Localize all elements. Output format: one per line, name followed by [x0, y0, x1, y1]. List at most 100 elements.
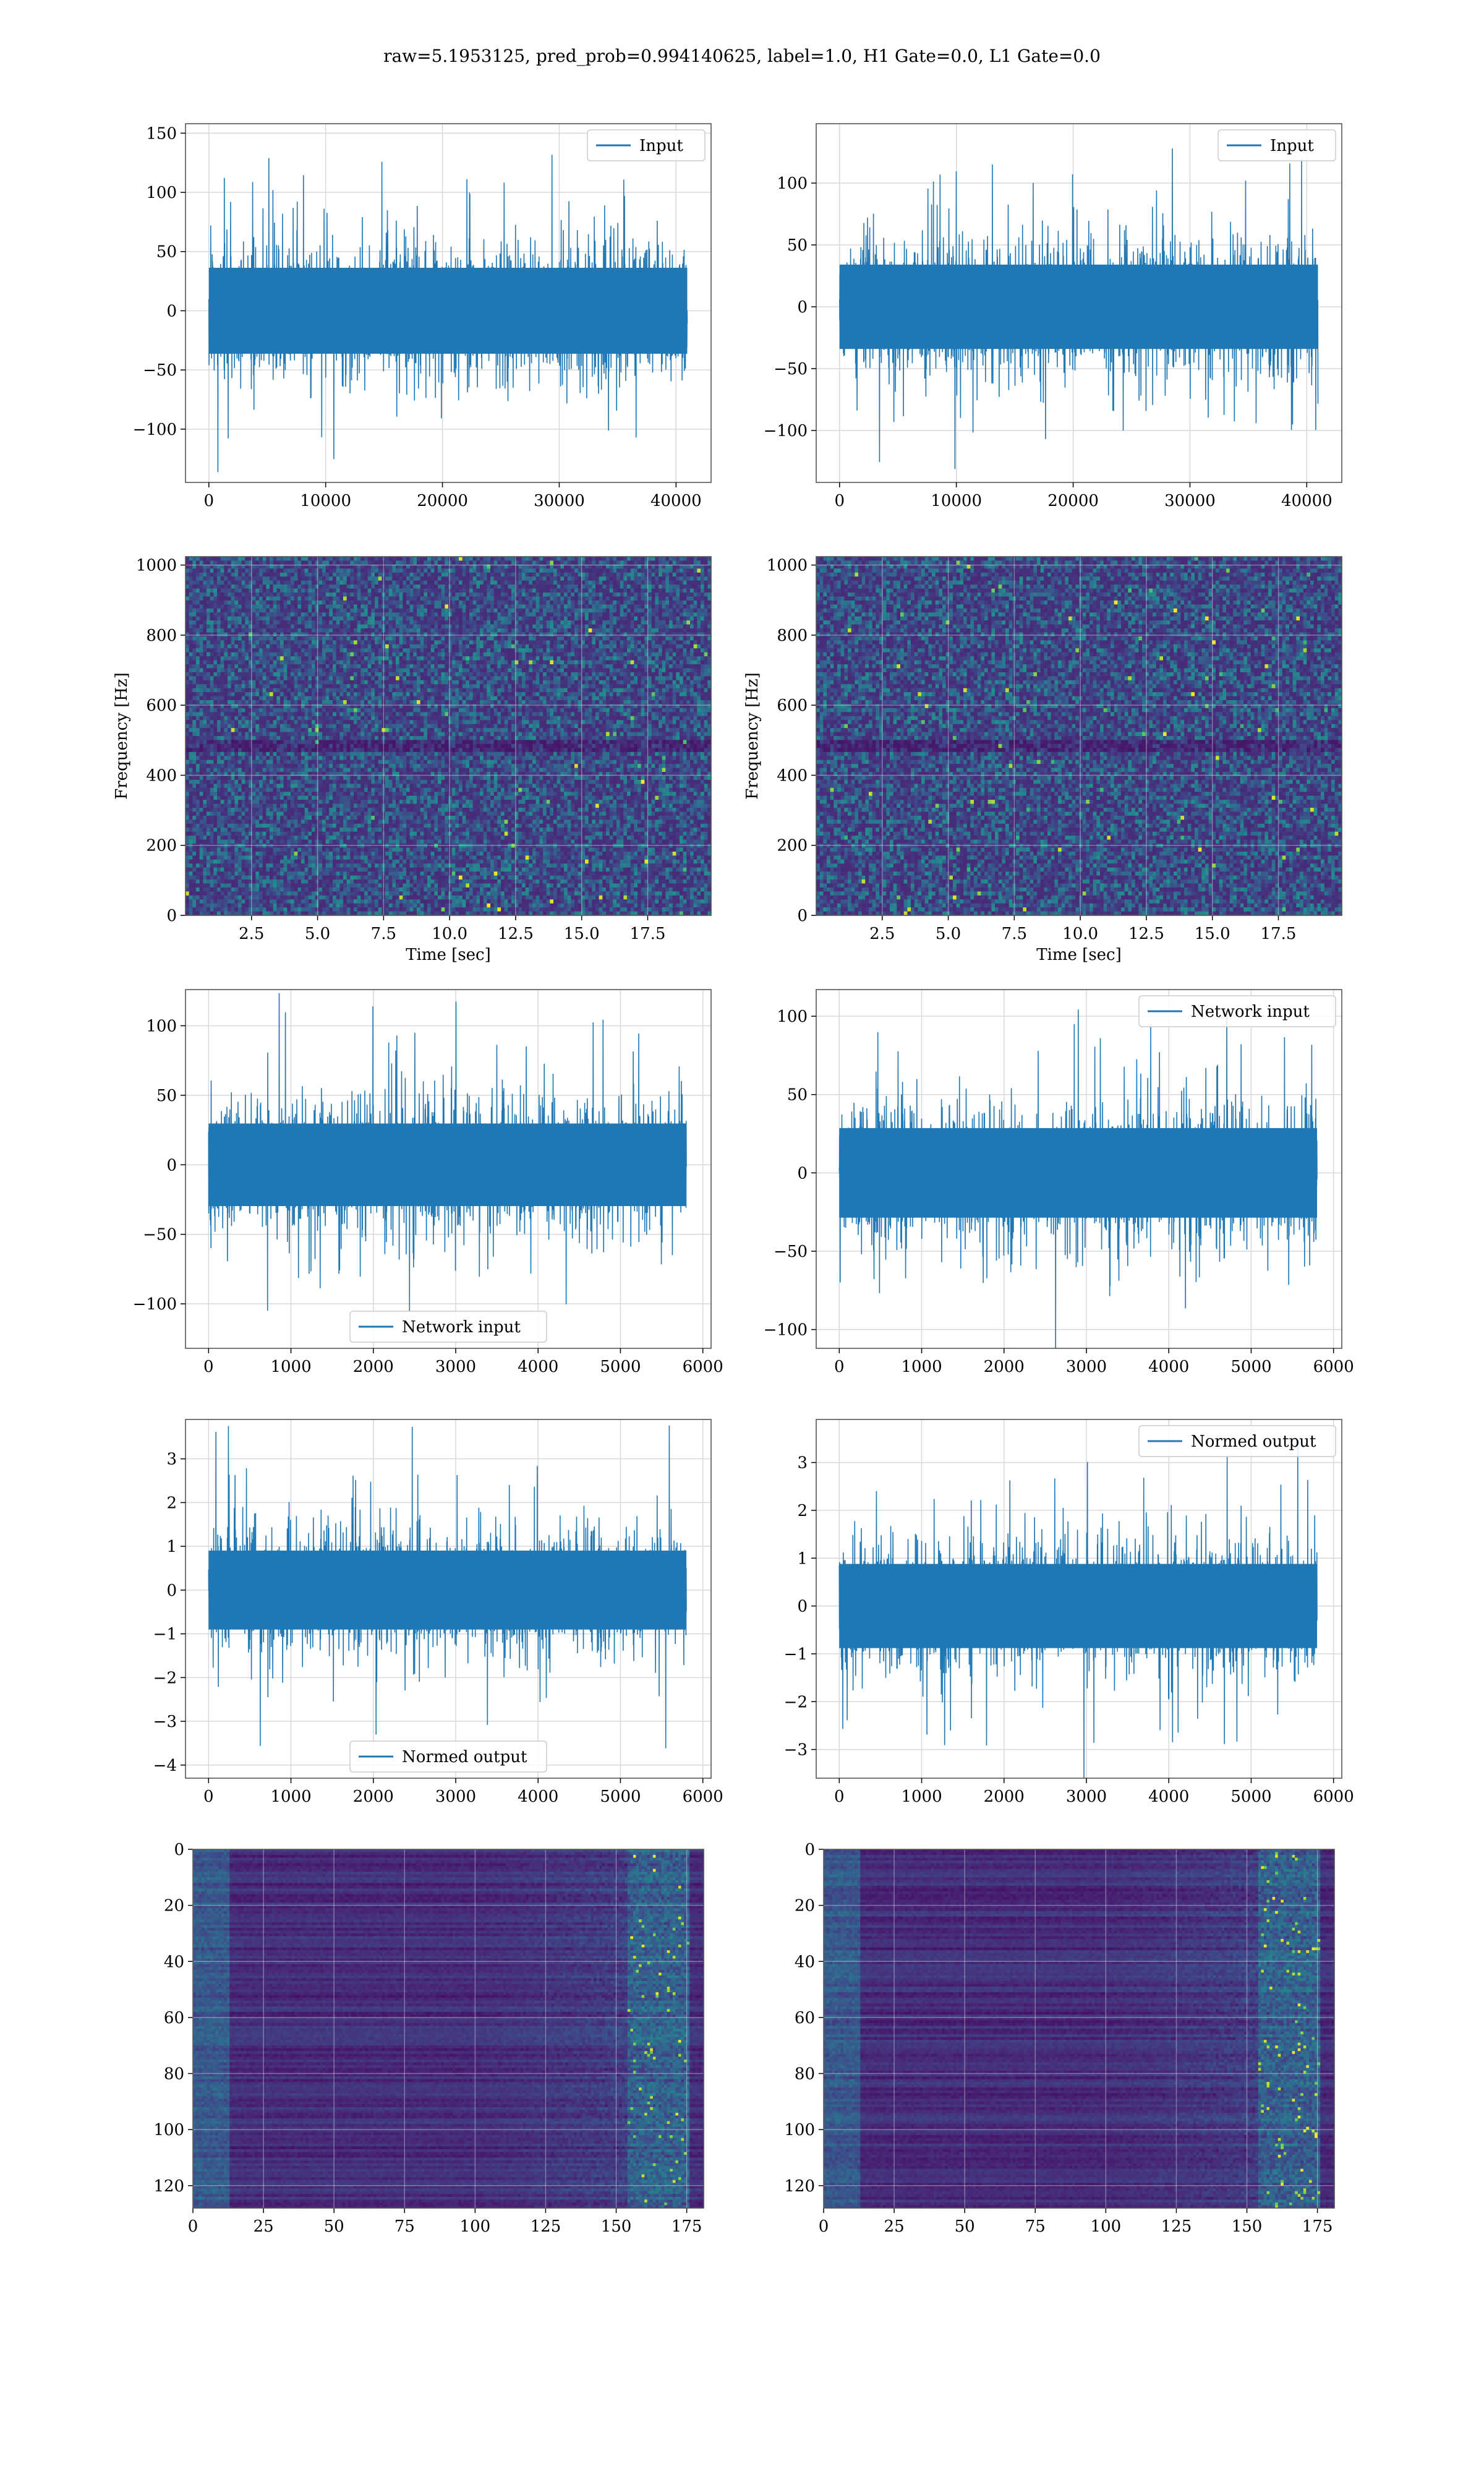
heatmap-cell: [210, 589, 214, 593]
heatmap-cell: [484, 593, 487, 597]
h1-spectrogram-axes: 2.5 5.0 7.5 10.0 12.5 15.0 17.5020040060080010…: [113, 557, 712, 964]
heatmap-cell: [638, 573, 641, 577]
heatmap-cell: [662, 573, 666, 577]
heatmap-cell: [238, 596, 242, 601]
heatmap-cell: [280, 568, 284, 573]
heatmap-cell: [466, 596, 469, 601]
heatmap-cell: [238, 593, 242, 597]
heatmap-cell: [417, 584, 420, 589]
heatmap-cell: [217, 593, 221, 597]
heatmap-cell: [522, 557, 526, 561]
heatmap-cell: [480, 568, 484, 573]
heatmap-cell: [221, 576, 224, 581]
heatmap-cell: [686, 581, 690, 585]
heatmap-cell: [406, 568, 410, 573]
heatmap-cell: [638, 596, 641, 601]
heatmap-cell: [364, 601, 368, 605]
heatmap-cell: [627, 557, 631, 561]
heatmap-cell: [599, 576, 603, 581]
heatmap-cell: [350, 593, 354, 597]
heatmap-cell: [469, 589, 473, 593]
heatmap-cell: [266, 568, 270, 573]
heatmap-cell: [466, 589, 469, 593]
heatmap-cell: [322, 568, 326, 573]
heatmap-cell: [532, 589, 536, 593]
heatmap-cell: [252, 557, 256, 561]
heatmap-cell: [291, 593, 294, 597]
heatmap-cell: [238, 601, 242, 605]
heatmap-cell: [378, 596, 382, 601]
heatmap-cell: [697, 596, 701, 601]
l1-input-legend: Input: [1218, 130, 1336, 161]
h1-input-legend: Input: [587, 130, 705, 161]
heatmap-cell: [659, 593, 662, 597]
heatmap-cell: [623, 581, 627, 585]
heatmap-cell: [690, 568, 694, 573]
heatmap-cell: [413, 601, 417, 605]
heatmap-cell: [360, 573, 364, 577]
heatmap-cell: [417, 593, 420, 597]
heatmap-cell: [501, 573, 505, 577]
heatmap-cell: [392, 581, 396, 585]
heatmap-cell: [665, 568, 669, 573]
heatmap-cell: [452, 596, 456, 601]
heatmap-cell: [318, 584, 322, 589]
heatmap-cell: [389, 596, 393, 601]
heatmap-cell: [420, 576, 424, 581]
heatmap-cell: [557, 581, 561, 585]
heatmap-cell: [217, 581, 221, 585]
heatmap-cell: [389, 560, 393, 565]
heatmap-cell: [673, 593, 676, 597]
heatmap-cell: [234, 557, 238, 561]
heatmap-cell: [403, 593, 406, 597]
heatmap-cell: [357, 560, 361, 565]
heatmap-cell: [350, 576, 354, 581]
heatmap-cell: [557, 560, 561, 565]
heatmap-cell: [350, 581, 354, 585]
heatmap-cell: [627, 568, 631, 573]
heatmap-cell: [339, 576, 343, 581]
heatmap-cell: [228, 589, 231, 593]
heatmap-cell: [501, 568, 505, 573]
heatmap-cell: [350, 573, 354, 577]
heatmap-cell: [490, 557, 494, 561]
heatmap-cell: [291, 581, 294, 585]
heatmap-cell: [560, 581, 564, 585]
heatmap-cell: [631, 593, 634, 597]
heatmap-cell: [634, 557, 638, 561]
x-tick-label: 20000: [417, 492, 468, 510]
heatmap-cell: [459, 584, 463, 589]
heatmap-cell: [284, 557, 288, 561]
heatmap-cell: [620, 557, 624, 561]
heatmap-cell: [336, 584, 340, 589]
heatmap-cell: [252, 560, 256, 565]
heatmap-cell: [203, 573, 207, 577]
heatmap-cell: [539, 576, 543, 581]
heatmap-cell: [266, 560, 270, 565]
heatmap-cell: [333, 596, 336, 601]
heatmap-cell: [424, 576, 427, 581]
heatmap-cell: [424, 601, 427, 605]
heatmap-cell: [452, 557, 456, 561]
heatmap-cell: [501, 557, 505, 561]
heatmap-cell: [354, 557, 357, 561]
heatmap-cell: [189, 568, 193, 573]
heatmap-cell: [420, 589, 424, 593]
heatmap-cell: [312, 576, 315, 581]
heatmap-cell: [686, 576, 690, 581]
heatmap-cell: [284, 593, 288, 597]
heatmap-cell: [445, 596, 448, 601]
heatmap-cell: [210, 601, 214, 605]
heatmap-cell: [207, 601, 210, 605]
heatmap-cell: [526, 576, 529, 581]
heatmap-cell: [207, 573, 210, 577]
heatmap-cell: [592, 593, 595, 597]
heatmap-cell: [360, 589, 364, 593]
heatmap-cell: [484, 573, 487, 577]
heatmap-cell: [255, 557, 259, 561]
heatmap-cell: [547, 589, 550, 593]
heatmap-cell: [602, 584, 606, 589]
heatmap-cell: [631, 596, 634, 601]
heatmap-cell: [186, 584, 189, 589]
heatmap-cell: [508, 584, 511, 589]
